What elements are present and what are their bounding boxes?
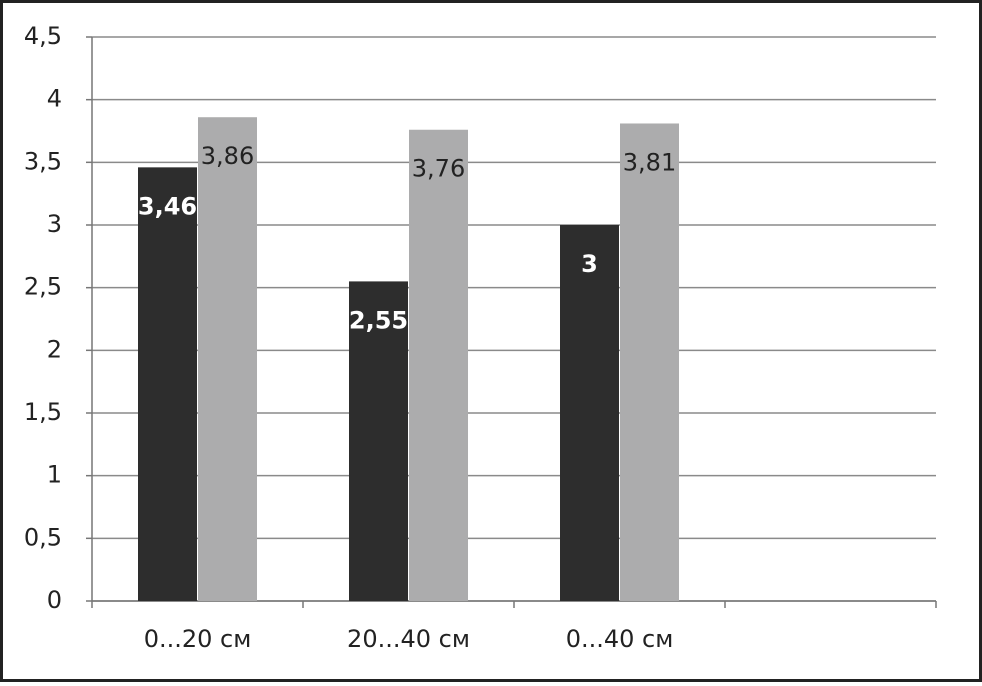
y-tick-label: 2,5 <box>24 273 62 301</box>
y-tick-label: 3 <box>47 210 62 238</box>
bar <box>138 167 197 601</box>
bar <box>560 225 619 601</box>
y-tick-label: 0 <box>47 586 62 614</box>
y-tick-label: 3,5 <box>24 147 62 175</box>
data-label: 2,55 <box>349 306 408 334</box>
y-tick-label: 4,5 <box>24 22 62 50</box>
y-tick-label: 1,5 <box>24 398 62 426</box>
data-label: 3,81 <box>623 148 676 176</box>
bar <box>409 129 468 601</box>
data-label: 3,46 <box>138 192 197 220</box>
data-label: 3,76 <box>412 155 465 183</box>
bar <box>349 281 408 601</box>
x-tick-label: 0...40 см <box>566 625 674 653</box>
bar <box>620 123 679 601</box>
y-tick-label: 0,5 <box>24 523 62 551</box>
y-tick-label: 4 <box>47 85 62 113</box>
x-tick-label: 0...20 см <box>144 625 252 653</box>
data-label: 3 <box>581 250 598 278</box>
data-label: 3,86 <box>201 142 254 170</box>
x-tick-label: 20...40 см <box>347 625 470 653</box>
y-tick-label: 1 <box>47 461 62 489</box>
bar <box>198 117 257 602</box>
y-tick-label: 2 <box>47 335 62 363</box>
